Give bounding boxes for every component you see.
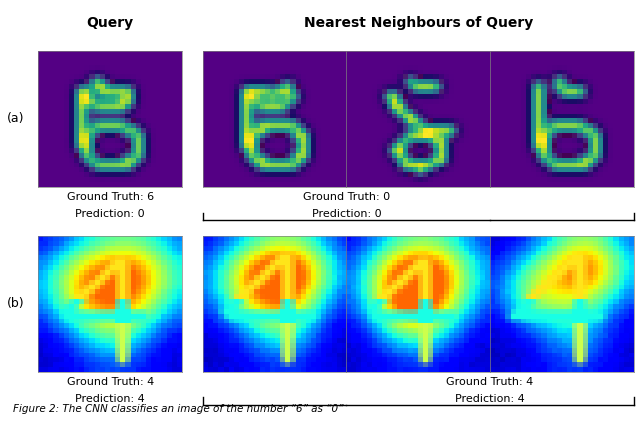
- Text: (a): (a): [6, 113, 24, 125]
- Text: Query: Query: [86, 16, 134, 30]
- Text: Ground Truth: 0: Ground Truth: 0: [303, 192, 390, 202]
- Text: Ground Truth: 6: Ground Truth: 6: [67, 192, 154, 202]
- Text: Ground Truth: 4: Ground Truth: 4: [446, 377, 534, 387]
- Text: Figure 2: The CNN classifies an image of the number “6” as “0”: Figure 2: The CNN classifies an image of…: [13, 404, 343, 414]
- Text: (b): (b): [6, 298, 24, 310]
- Text: Prediction: 0: Prediction: 0: [312, 209, 381, 219]
- Text: Prediction: 4: Prediction: 4: [76, 394, 145, 404]
- Text: Ground Truth: 4: Ground Truth: 4: [67, 377, 154, 387]
- Text: Prediction: 4: Prediction: 4: [455, 394, 525, 404]
- Text: Prediction: 0: Prediction: 0: [76, 209, 145, 219]
- Text: Nearest Neighbours of Query: Nearest Neighbours of Query: [303, 16, 533, 30]
